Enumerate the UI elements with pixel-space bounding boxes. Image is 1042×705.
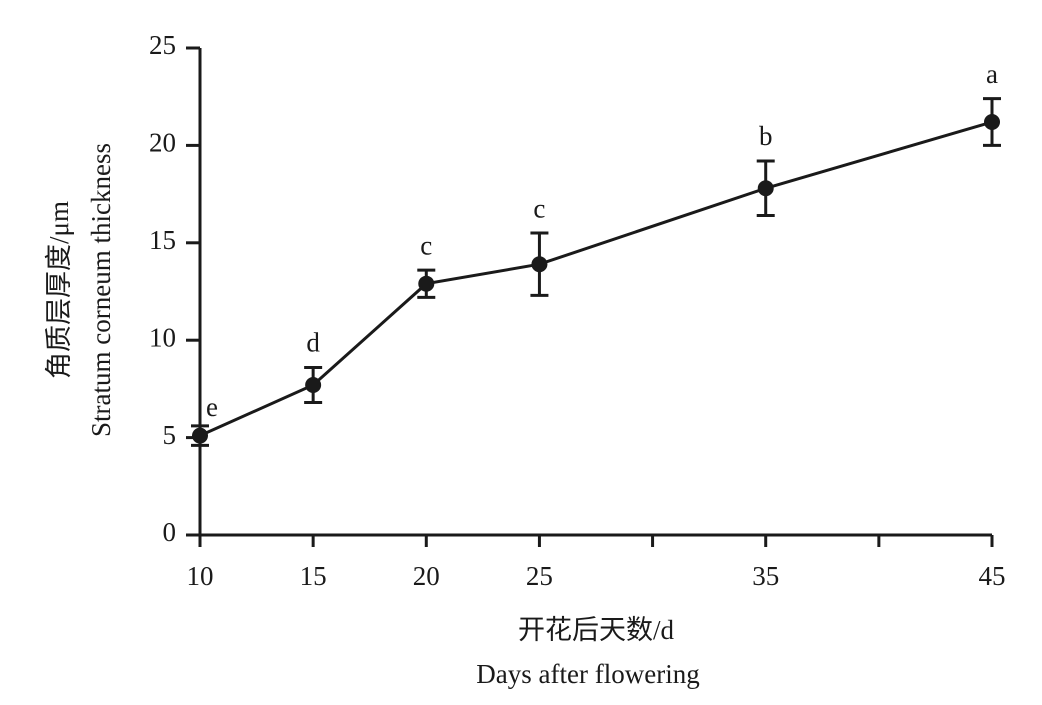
y-tick-label: 0 [163,517,177,547]
x-tick-label: 20 [413,561,440,591]
data-point [418,275,435,292]
significance-label: a [986,59,998,89]
y-tick-label: 10 [149,322,176,352]
data-point [192,427,208,444]
y-label-cn: 角质层厚度/μm [44,201,74,379]
x-tick-label: 25 [526,561,553,591]
data-point [757,180,774,197]
significance-label: d [306,328,320,358]
y-tick-label: 5 [163,420,177,450]
y-tick-label: 15 [149,225,176,255]
y-tick-label: 25 [149,30,176,60]
significance-label: c [533,193,545,223]
x-label-cn: 开花后天数/d [518,615,675,645]
series-line [199,120,993,438]
x-label-en: Days after flowering [476,659,699,689]
x-tick-label: 45 [979,561,1006,591]
x-tick-label: 15 [300,561,327,591]
x-tick-label: 10 [187,561,214,591]
significance-label: b [759,121,773,151]
data-point [305,377,322,394]
significance-label: e [206,392,218,422]
significance-label: c [420,230,432,260]
data-point [984,114,1000,131]
x-tick-label: 35 [752,561,779,591]
y-tick-label: 20 [149,128,176,158]
y-label-en: Stratum corneum thickness [86,143,116,437]
y-axis-title: 角质层厚度/μm Stratum corneum thickness [44,143,116,437]
data-point [531,256,548,273]
